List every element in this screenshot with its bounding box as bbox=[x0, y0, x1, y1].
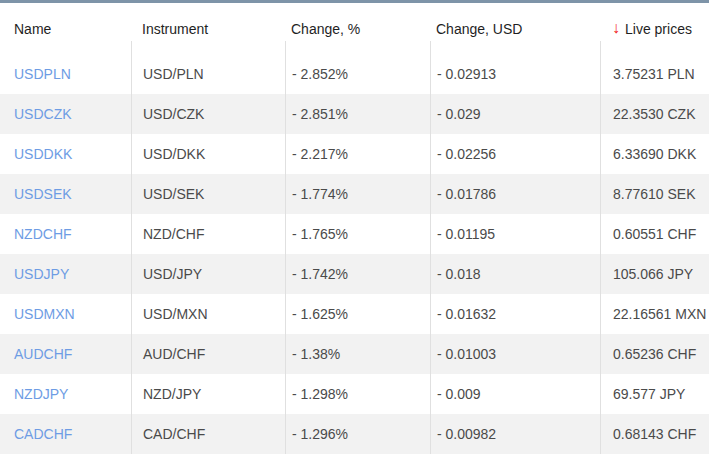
live-prices-table: Name Instrument Change, % Change, USD ↓ … bbox=[0, 0, 709, 454]
change-usd-cell: - 0.01195 bbox=[430, 214, 600, 254]
instrument-link[interactable]: USDPLN bbox=[14, 66, 71, 82]
change-usd-cell: - 0.02256 bbox=[430, 134, 600, 174]
table-row: CADCHF CAD/CHF - 1.296% - 0.00982 0.6814… bbox=[0, 414, 709, 454]
change-pct-cell: - 2.852% bbox=[285, 54, 430, 94]
change-pct-cell: - 1.742% bbox=[285, 254, 430, 294]
live-price-cell: 3.75231 PLN bbox=[600, 54, 709, 94]
instrument-link[interactable]: USDCZK bbox=[14, 106, 72, 122]
instrument-cell: NZD/JPY bbox=[131, 374, 285, 414]
instrument-link[interactable]: USDDKK bbox=[14, 146, 72, 162]
live-prices-label: Live prices bbox=[625, 21, 692, 37]
instrument-link[interactable]: NZDCHF bbox=[14, 226, 72, 242]
table-row: AUDCHF AUD/CHF - 1.38% - 0.01003 0.65236… bbox=[0, 334, 709, 374]
change-usd-cell: - 0.02913 bbox=[430, 54, 600, 94]
change-usd-cell: - 0.01786 bbox=[430, 174, 600, 214]
instrument-link[interactable]: AUDCHF bbox=[14, 346, 72, 362]
instrument-link[interactable]: USDJPY bbox=[14, 266, 69, 282]
name-cell: AUDCHF bbox=[0, 334, 131, 374]
name-cell: CADCHF bbox=[0, 414, 131, 454]
change-pct-cell: - 2.851% bbox=[285, 94, 430, 134]
live-price-cell: 22.3530 CZK bbox=[600, 94, 709, 134]
instrument-link[interactable]: USDSEK bbox=[14, 186, 72, 202]
change-pct-cell: - 1.625% bbox=[285, 294, 430, 334]
change-usd-cell: - 0.00982 bbox=[430, 414, 600, 454]
column-header-live-prices[interactable]: ↓ Live prices bbox=[600, 3, 709, 54]
name-cell: USDJPY bbox=[0, 254, 131, 294]
instrument-link[interactable]: CADCHF bbox=[14, 426, 72, 442]
instrument-cell: AUD/CHF bbox=[131, 334, 285, 374]
change-pct-cell: - 1.298% bbox=[285, 374, 430, 414]
change-pct-cell: - 1.774% bbox=[285, 174, 430, 214]
change-usd-cell: - 0.009 bbox=[430, 374, 600, 414]
name-cell: USDMXN bbox=[0, 294, 131, 334]
live-price-cell: 22.16561 MXN bbox=[600, 294, 709, 334]
change-usd-cell: - 0.01003 bbox=[430, 334, 600, 374]
table-row: USDDKK USD/DKK - 2.217% - 0.02256 6.3369… bbox=[0, 134, 709, 174]
instrument-cell: USD/PLN bbox=[131, 54, 285, 94]
change-usd-cell: - 0.029 bbox=[430, 94, 600, 134]
table-row: USDPLN USD/PLN - 2.852% - 0.02913 3.7523… bbox=[0, 54, 709, 94]
instrument-cell: USD/MXN bbox=[131, 294, 285, 334]
instrument-cell: USD/DKK bbox=[131, 134, 285, 174]
name-cell: NZDJPY bbox=[0, 374, 131, 414]
name-cell: USDSEK bbox=[0, 174, 131, 214]
column-header-instrument[interactable]: Instrument bbox=[131, 3, 285, 54]
live-price-cell: 0.60551 CHF bbox=[600, 214, 709, 254]
change-usd-cell: - 0.018 bbox=[430, 254, 600, 294]
name-cell: USDDKK bbox=[0, 134, 131, 174]
red-down-arrow-icon: ↓ bbox=[612, 20, 620, 36]
change-usd-cell: - 0.01632 bbox=[430, 294, 600, 334]
table-body: USDPLN USD/PLN - 2.852% - 0.02913 3.7523… bbox=[0, 54, 709, 454]
name-cell: USDCZK bbox=[0, 94, 131, 134]
table-row: USDJPY USD/JPY - 1.742% - 0.018 105.066 … bbox=[0, 254, 709, 294]
column-header-change-usd[interactable]: Change, USD bbox=[430, 3, 600, 54]
instrument-cell: USD/CZK bbox=[131, 94, 285, 134]
change-pct-cell: - 1.765% bbox=[285, 214, 430, 254]
table-row: NZDJPY NZD/JPY - 1.298% - 0.009 69.577 J… bbox=[0, 374, 709, 414]
instrument-cell: CAD/CHF bbox=[131, 414, 285, 454]
live-price-cell: 0.65236 CHF bbox=[600, 334, 709, 374]
column-header-change-pct[interactable]: Change, % bbox=[285, 3, 430, 54]
instrument-cell: USD/JPY bbox=[131, 254, 285, 294]
table-header: Name Instrument Change, % Change, USD ↓ … bbox=[0, 3, 709, 54]
column-header-name[interactable]: Name bbox=[0, 3, 131, 54]
instrument-cell: USD/SEK bbox=[131, 174, 285, 214]
live-price-cell: 6.33690 DKK bbox=[600, 134, 709, 174]
live-price-cell: 0.68143 CHF bbox=[600, 414, 709, 454]
live-price-cell: 69.577 JPY bbox=[600, 374, 709, 414]
name-cell: NZDCHF bbox=[0, 214, 131, 254]
live-price-cell: 8.77610 SEK bbox=[600, 174, 709, 214]
instrument-link[interactable]: NZDJPY bbox=[14, 386, 68, 402]
change-pct-cell: - 2.217% bbox=[285, 134, 430, 174]
instrument-link[interactable]: USDMXN bbox=[14, 306, 75, 322]
table-row: NZDCHF NZD/CHF - 1.765% - 0.01195 0.6055… bbox=[0, 214, 709, 254]
change-pct-cell: - 1.296% bbox=[285, 414, 430, 454]
table-row: USDCZK USD/CZK - 2.851% - 0.029 22.3530 … bbox=[0, 94, 709, 134]
change-pct-cell: - 1.38% bbox=[285, 334, 430, 374]
name-cell: USDPLN bbox=[0, 54, 131, 94]
instrument-cell: NZD/CHF bbox=[131, 214, 285, 254]
live-price-cell: 105.066 JPY bbox=[600, 254, 709, 294]
table-row: USDMXN USD/MXN - 1.625% - 0.01632 22.165… bbox=[0, 294, 709, 334]
table-row: USDSEK USD/SEK - 1.774% - 0.01786 8.7761… bbox=[0, 174, 709, 214]
